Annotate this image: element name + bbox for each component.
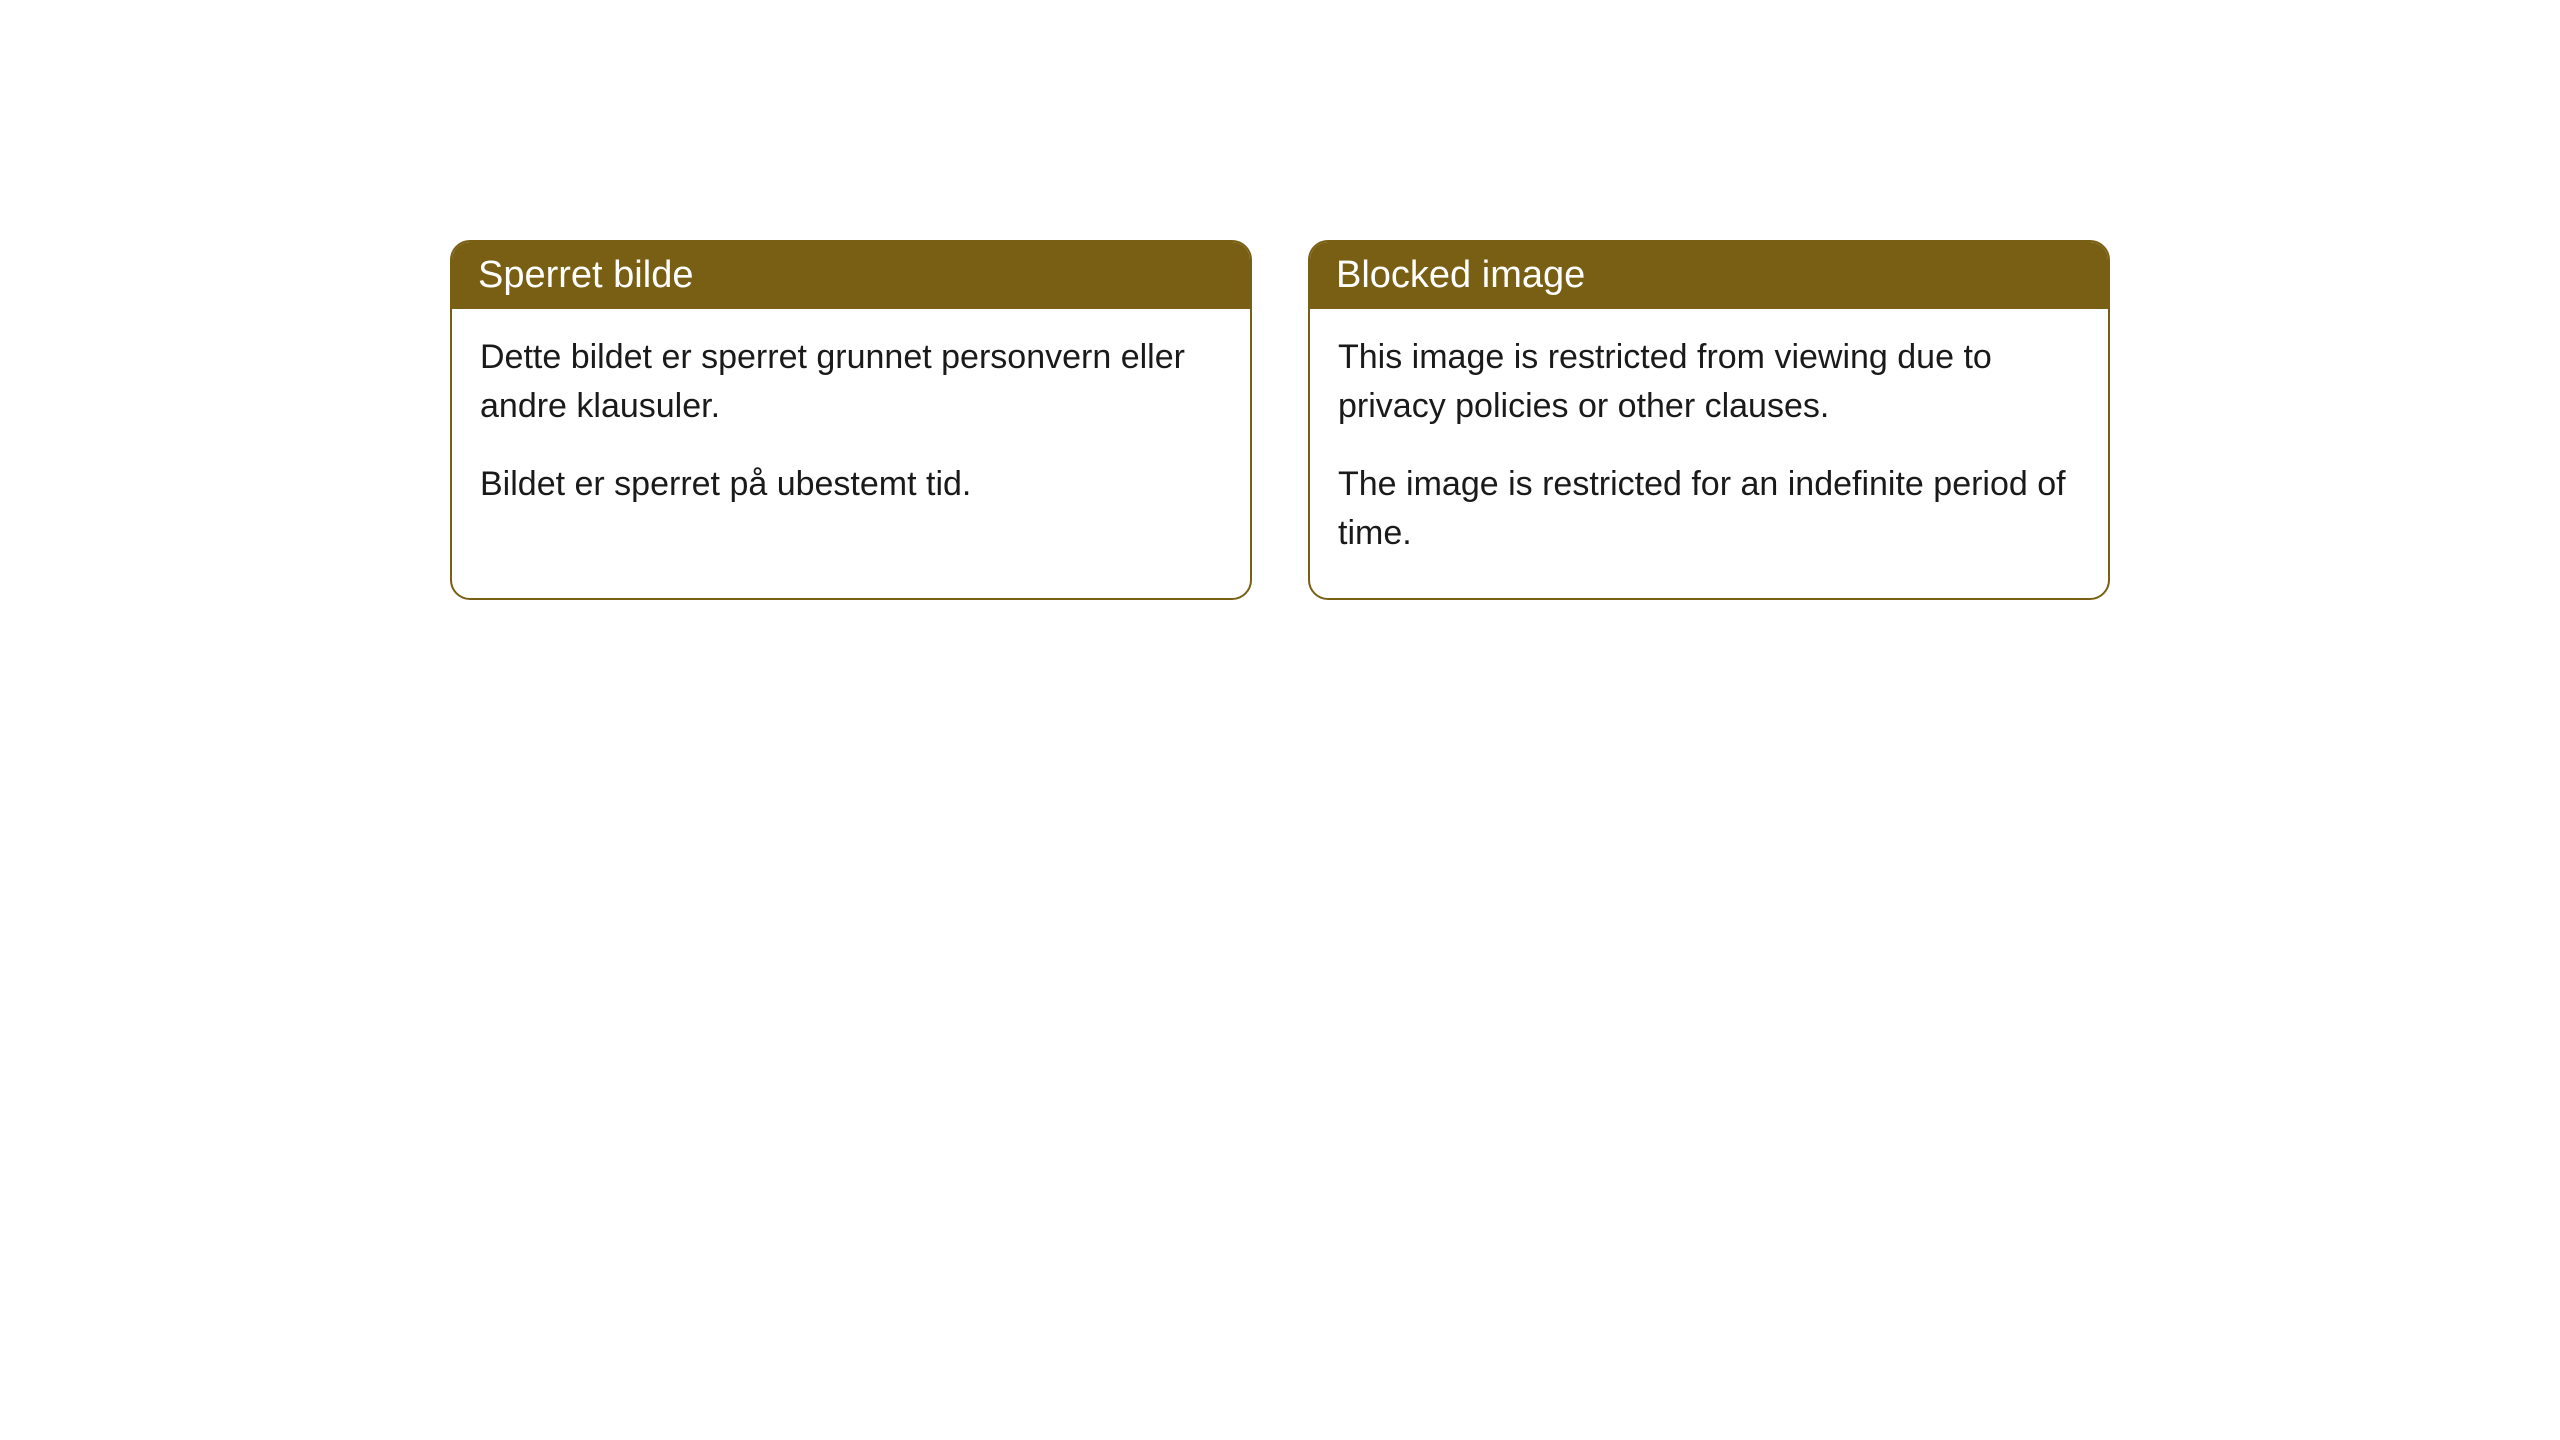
- card-paragraph: This image is restricted from viewing du…: [1338, 333, 2080, 432]
- notice-card-norwegian: Sperret bilde Dette bildet er sperret gr…: [450, 240, 1252, 600]
- notice-cards-container: Sperret bilde Dette bildet er sperret gr…: [450, 240, 2110, 600]
- card-header: Blocked image: [1310, 242, 2108, 309]
- notice-card-english: Blocked image This image is restricted f…: [1308, 240, 2110, 600]
- card-body: Dette bildet er sperret grunnet personve…: [452, 309, 1250, 549]
- card-paragraph: Dette bildet er sperret grunnet personve…: [480, 333, 1222, 432]
- card-paragraph: The image is restricted for an indefinit…: [1338, 460, 2080, 559]
- card-header: Sperret bilde: [452, 242, 1250, 309]
- card-body: This image is restricted from viewing du…: [1310, 309, 2108, 598]
- card-paragraph: Bildet er sperret på ubestemt tid.: [480, 460, 1222, 509]
- card-title: Sperret bilde: [478, 254, 693, 296]
- card-title: Blocked image: [1336, 254, 1585, 296]
